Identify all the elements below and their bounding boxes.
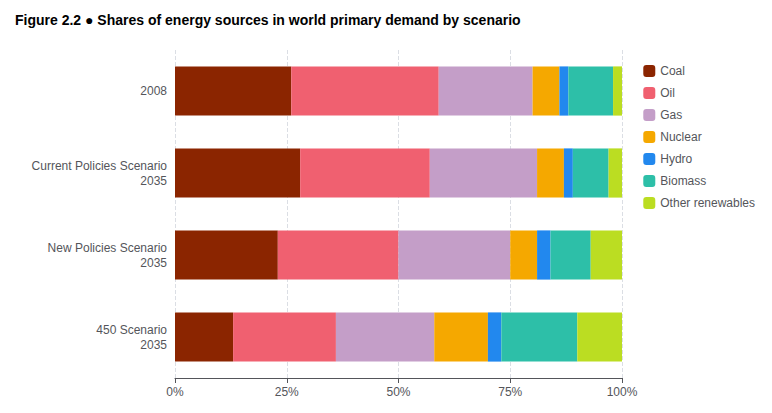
svg-text:New Policies Scenario: New Policies Scenario bbox=[48, 241, 168, 255]
svg-text:Coal: Coal bbox=[660, 64, 685, 78]
svg-text:50%: 50% bbox=[386, 385, 410, 399]
svg-text:100%: 100% bbox=[607, 385, 638, 399]
svg-text:Figure 2.2 ● Shares of energy: Figure 2.2 ● Shares of energy sources in… bbox=[15, 12, 521, 28]
svg-text:25%: 25% bbox=[275, 385, 299, 399]
svg-text:Gas: Gas bbox=[660, 108, 682, 122]
svg-text:Biomass: Biomass bbox=[660, 174, 706, 188]
svg-text:0%: 0% bbox=[166, 385, 184, 399]
svg-text:Hydro: Hydro bbox=[660, 152, 692, 166]
svg-text:2035: 2035 bbox=[140, 338, 167, 352]
svg-text:450 Scenario: 450 Scenario bbox=[96, 323, 167, 337]
svg-text:2035: 2035 bbox=[140, 174, 167, 188]
svg-text:Current Policies Scenario: Current Policies Scenario bbox=[32, 159, 168, 173]
svg-text:Oil: Oil bbox=[660, 86, 675, 100]
svg-text:Nuclear: Nuclear bbox=[660, 130, 701, 144]
svg-text:2008: 2008 bbox=[140, 84, 167, 98]
svg-text:2035: 2035 bbox=[140, 256, 167, 270]
svg-text:75%: 75% bbox=[498, 385, 522, 399]
svg-text:Other renewables: Other renewables bbox=[660, 196, 755, 210]
